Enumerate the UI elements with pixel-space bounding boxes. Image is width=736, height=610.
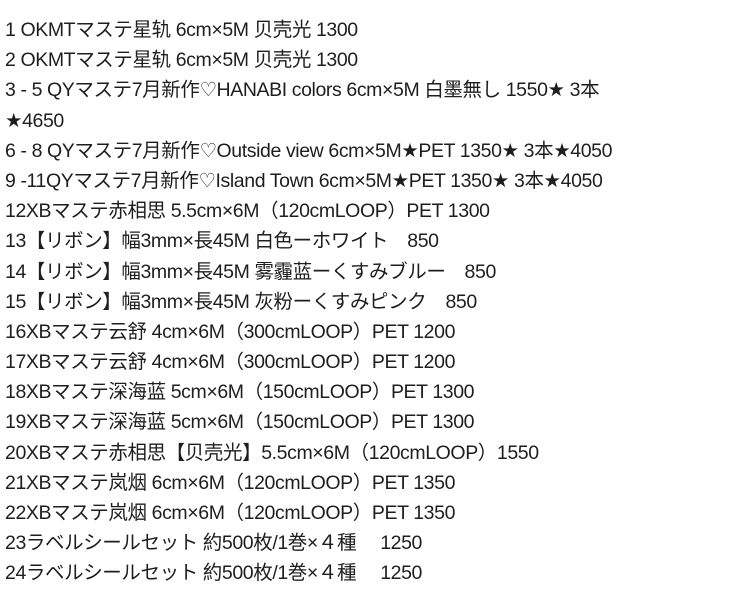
list-item: 24ラベルシールセット 約500枚/1巻×４種 1250 <box>5 562 422 585</box>
list-item: 16XBマステ云舒 4cm×6M（300cmLOOP）PET 1200 <box>5 320 456 343</box>
list-item: 12XBマステ赤相思 5.5cm×6M（120cmLOOP）PET 1300 <box>5 200 490 223</box>
list-item: 21XBマステ岚烟 6cm×6M（120cmLOOP）PET 1350 <box>5 471 456 494</box>
list-item: 17XBマステ云舒 4cm×6M（300cmLOOP）PET 1200 <box>5 351 456 374</box>
price-list: 1 OKMTマステ星轨 6cm×5M 贝壳光 1300 2 OKMTマステ星轨 … <box>5 15 733 589</box>
list-item-continuation: ★4650 <box>5 109 64 132</box>
list-item: 18XBマステ深海蓝 5cm×6M（150cmLOOP）PET 1300 <box>5 381 475 404</box>
list-item: 23ラベルシールセット 約500枚/1巻×４種 1250 <box>5 532 422 555</box>
list-item: 13【リボン】幅3mm×長45M 白色ーホワイト 850 <box>5 230 439 253</box>
list-item: 20XBマステ赤相思【贝壳光】5.5cm×6M（120cmLOOP）1550 <box>5 441 539 464</box>
list-item: 3 - 5 QYマステ7月新作♡HANABI colors 6cm×5M 白墨無… <box>5 79 600 102</box>
list-item: 19XBマステ深海蓝 5cm×6M（150cmLOOP）PET 1300 <box>5 411 475 434</box>
list-item: 15【リボン】幅3mm×長45M 灰粉ーくすみピンク 850 <box>5 290 477 313</box>
list-item: 2 OKMTマステ星轨 6cm×5M 贝壳光 1300 <box>5 49 358 72</box>
list-item: 1 OKMTマステ星轨 6cm×5M 贝壳光 1300 <box>5 19 358 41</box>
list-item: 14【リボン】幅3mm×長45M 雾霾蓝ーくすみブルー 850 <box>5 260 496 283</box>
list-item: 22XBマステ岚烟 6cm×6M（120cmLOOP）PET 1350 <box>5 502 456 524</box>
list-item: 6 - 8 QYマステ7月新作♡Outside view 6cm×5M★PET … <box>5 139 613 162</box>
list-item: 9 -11QYマステ7月新作♡Island Town 6cm×5M★PET 13… <box>5 169 603 192</box>
